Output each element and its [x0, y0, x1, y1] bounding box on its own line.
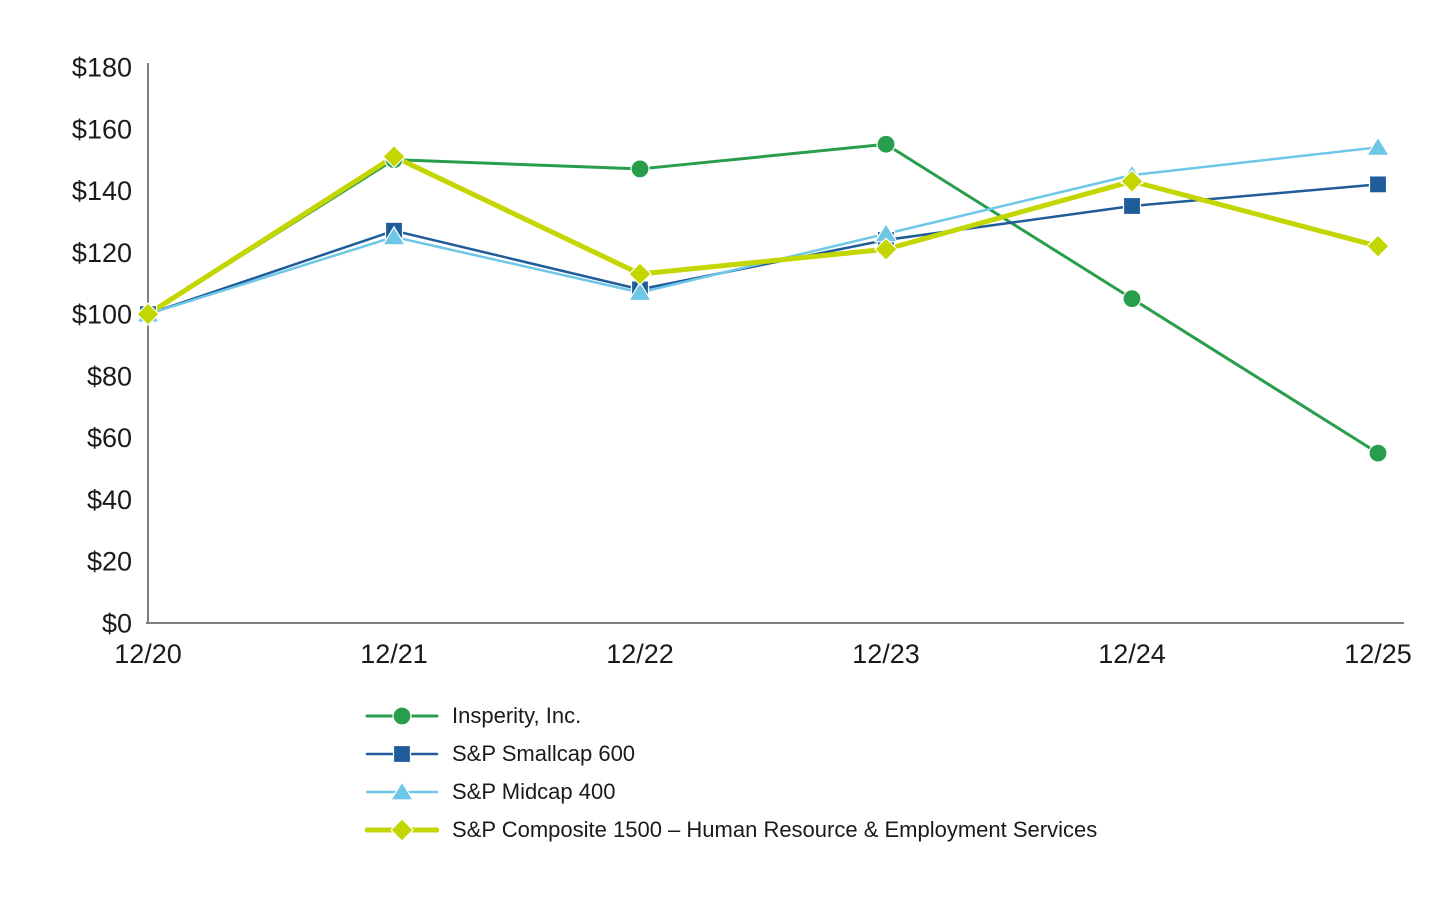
legend-item-sp-smallcap-600: S&P Smallcap 600 [365, 740, 1097, 768]
y-tick-label: $60 [87, 423, 132, 453]
y-tick-label: $180 [72, 53, 132, 83]
data-point-0-3 [876, 134, 896, 154]
data-point-2-5 [1365, 136, 1391, 156]
legend-line-diamond-sample [365, 818, 439, 842]
x-tick-label: 12/20 [114, 639, 182, 669]
series-line-2 [146, 146, 1380, 316]
series-line-1 [146, 183, 1380, 316]
legend-line-square-sample [365, 744, 439, 764]
data-point-2-1 [381, 225, 407, 246]
data-point-0-4 [1122, 289, 1142, 309]
legend-sample-marker [392, 706, 412, 726]
y-tick-label: $160 [72, 114, 132, 144]
data-point-3-0 [136, 302, 160, 326]
legend-item-sp-composite-1500: S&P Composite 1500 – Human Resource & Em… [365, 816, 1097, 844]
data-point-2-2 [627, 281, 653, 302]
series-line-0 [146, 142, 1380, 455]
legend-sample-marker [390, 818, 414, 842]
data-point-1-5 [1368, 175, 1388, 194]
x-tick-label: 12/25 [1344, 639, 1412, 669]
x-tick-label: 12/21 [360, 639, 428, 669]
legend-item-sp-midcap-400: S&P Midcap 400 [365, 778, 1097, 806]
legend-label: S&P Midcap 400 [452, 779, 616, 804]
legend-item-insperity: Insperity, Inc. [365, 702, 1097, 730]
line-chart: $0 $20 $40 $60 $80 $100 $120 $140 $160 $180 12/20 1… [72, 53, 1412, 670]
legend-line-circle-sample [365, 706, 439, 726]
legend-label: S&P Composite 1500 – Human Resource & Em… [452, 817, 1098, 842]
y-tick-label: $100 [72, 300, 132, 330]
legend-line-triangle-sample [365, 780, 439, 801]
legend-label: Insperity, Inc. [452, 703, 582, 728]
x-tick-label: 12/22 [606, 639, 674, 669]
legend-label: S&P Smallcap 600 [452, 741, 636, 766]
y-tick-label: $80 [87, 361, 132, 391]
data-point-3-5 [1366, 234, 1390, 259]
series-line-3 [145, 154, 1381, 317]
y-tick-label: $120 [72, 238, 132, 268]
y-tick-label: $20 [87, 547, 132, 577]
data-point-1-4 [1122, 196, 1142, 216]
y-tick-label: $40 [87, 485, 132, 515]
x-tick-label: 12/24 [1098, 639, 1166, 669]
y-tick-label: $140 [72, 176, 132, 206]
legend-sample-marker [392, 744, 412, 764]
data-point-0-5 [1368, 443, 1388, 463]
legend-sample-marker [389, 780, 415, 801]
chart-legend: Insperity, Inc. S&P Smallcap 600 S&P Mid… [365, 702, 1097, 844]
data-point-3-1 [382, 144, 406, 169]
data-point-3-3 [874, 237, 898, 262]
data-point-3-2 [628, 262, 652, 286]
data-point-0-2 [630, 159, 650, 179]
data-point-3-4 [1120, 169, 1144, 194]
y-tick-label: $0 [102, 609, 132, 639]
x-tick-label: 12/23 [852, 639, 920, 669]
